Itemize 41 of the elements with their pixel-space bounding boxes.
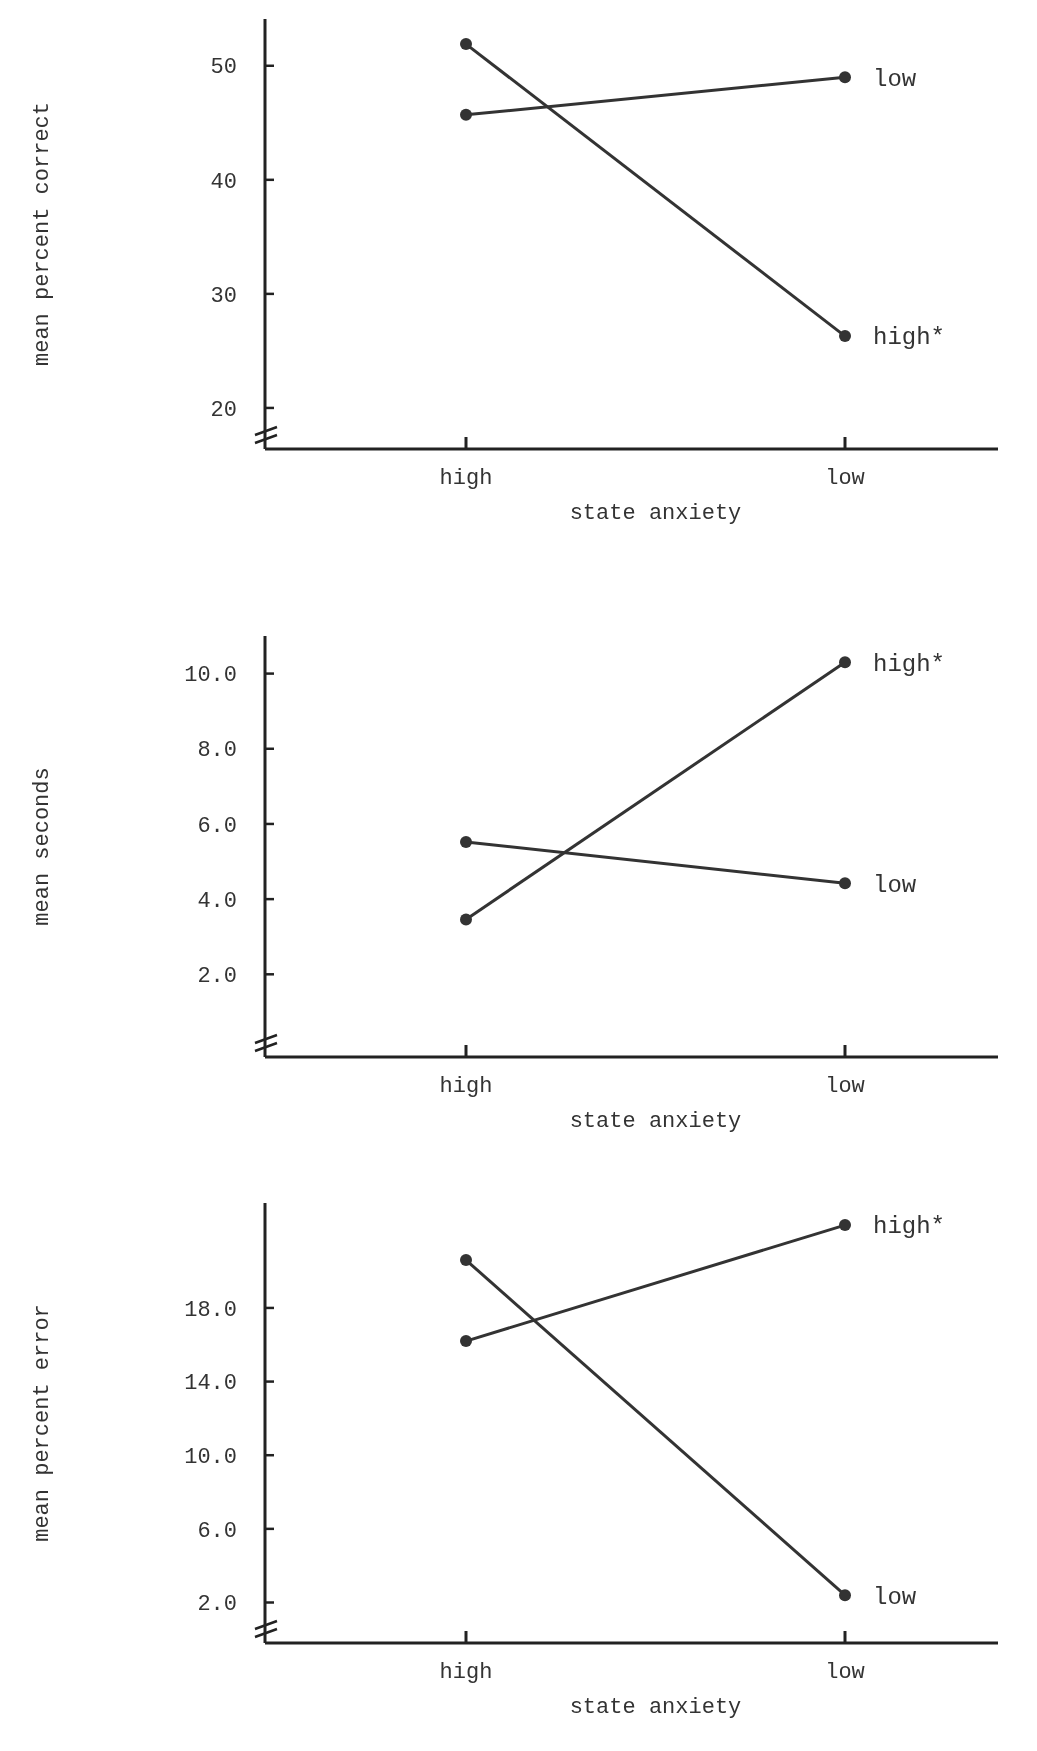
y-tick-label: 2.0 (197, 964, 237, 989)
y-tick-label: 6.0 (197, 1518, 237, 1544)
y-tick-label: 18.0 (184, 1297, 237, 1323)
y-tick-label: 10.0 (184, 1444, 237, 1470)
y-axis-title: mean seconds (30, 767, 55, 926)
x-axis-title: state anxiety (569, 1109, 742, 1134)
y-tick-label: 10.0 (184, 663, 237, 689)
x-tick-label: high (439, 1660, 493, 1685)
y-axis-title: mean percent correct (30, 101, 55, 367)
y-tick-label: 2.0 (197, 1592, 237, 1618)
series-label: low (873, 1583, 917, 1611)
point (839, 877, 851, 890)
point (460, 835, 472, 848)
series-label: high* (873, 324, 946, 352)
point (460, 38, 472, 51)
point (839, 656, 851, 669)
point (460, 913, 472, 926)
point (460, 108, 472, 121)
y-tick-label: 20 (210, 397, 237, 423)
y-tick-label: 40 (210, 169, 237, 195)
series-label: low (873, 65, 917, 93)
point (460, 1254, 472, 1267)
x-tick-label: high (439, 466, 493, 491)
x-axis-title: state anxiety (569, 1695, 742, 1720)
series-label: high* (873, 1213, 946, 1241)
point (839, 1589, 851, 1602)
series-label: high* (873, 650, 946, 678)
y-tick-label: 6.0 (197, 813, 237, 839)
y-tick-label: 8.0 (197, 738, 237, 764)
y-tick-label: 14.0 (184, 1371, 237, 1397)
x-axis-title: state anxiety (569, 501, 742, 526)
y-tick-label: 50 (210, 55, 237, 81)
y-tick-label: 4.0 (197, 888, 237, 914)
point (839, 1219, 851, 1232)
y-tick-label: 30 (210, 283, 237, 309)
point (460, 1335, 472, 1348)
point (839, 330, 851, 343)
point (839, 71, 851, 84)
y-axis-title: mean percent error (30, 1304, 55, 1542)
x-tick-label: high (439, 1074, 493, 1099)
series-label: low (873, 871, 917, 899)
